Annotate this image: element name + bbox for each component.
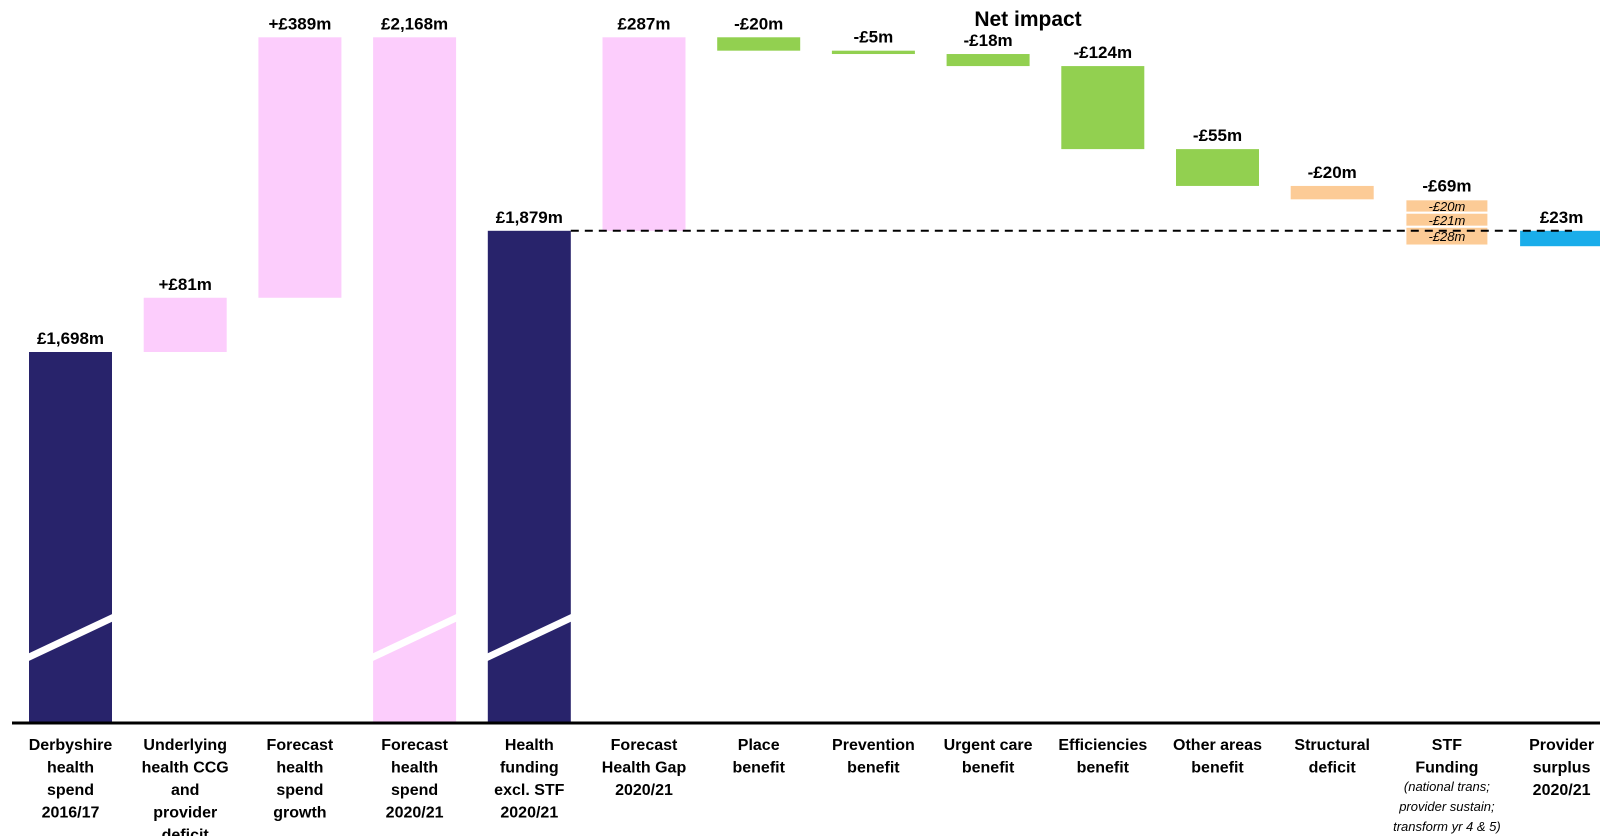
value-label-health-funding-2020: £1,879m xyxy=(496,208,563,227)
value-label-forecast-spend-growth: +£389m xyxy=(268,14,331,33)
bar-underlying-deficit xyxy=(143,297,227,352)
tick-label-urgent-care-benefit: Urgent care xyxy=(944,737,1033,754)
category-labels-layer: Derbyshire health spend 2016/17 Underlying he… xyxy=(29,737,1594,836)
tick-label-derbyshire-health-spend: Derbyshire xyxy=(29,737,113,754)
chart-title: Net impact xyxy=(974,8,1081,31)
tick-label-underlying-deficit: Underlying xyxy=(143,737,227,754)
tick-label-provider-surplus: Provider xyxy=(1529,737,1594,754)
tick-label-underlying-deficit: health CCG xyxy=(142,760,229,777)
axis-break-mark xyxy=(484,613,575,662)
bars-layer xyxy=(29,37,1600,722)
tick-label-forecast-spend-growth: Forecast xyxy=(267,737,334,754)
tick-label-stf-funding: STF xyxy=(1432,737,1462,754)
value-label-prevention-benefit: -£5m xyxy=(854,28,894,47)
tick-label-efficiencies-benefit: Efficiencies xyxy=(1058,737,1147,754)
value-label-derbyshire-health-spend: £1,698m xyxy=(37,329,104,348)
tick-label-forecast-spend-2020: health xyxy=(391,760,438,777)
tick-label-prevention-benefit: Prevention xyxy=(832,737,915,754)
tick-label-structural-deficit: Structural xyxy=(1294,737,1370,754)
tick-label-stf-funding: Funding xyxy=(1415,760,1478,777)
tick-label-derbyshire-health-spend: health xyxy=(47,760,94,777)
segment-label: -£21m xyxy=(1428,213,1465,228)
tick-label-forecast-spend-growth: spend xyxy=(276,782,323,799)
tick-label-health-funding-2020: funding xyxy=(500,760,559,777)
tick-label-other-areas-benefit: Other areas xyxy=(1173,737,1262,754)
value-label-provider-surplus: £23m xyxy=(1540,208,1583,227)
bar-urgent-care-benefit xyxy=(946,54,1030,67)
tick-label-forecast-spend-2020: Forecast xyxy=(381,737,448,754)
value-labels-layer: £1,698m +£81m +£389m £2,168m £1,879m £287m -£2… xyxy=(37,14,1583,348)
tick-note-stf-funding: (national trans; xyxy=(1404,779,1490,794)
tick-label-urgent-care-benefit: benefit xyxy=(962,760,1015,777)
value-label-urgent-care-benefit: -£18m xyxy=(964,31,1013,50)
tick-label-efficiencies-benefit: benefit xyxy=(1077,760,1130,777)
tick-label-structural-deficit: deficit xyxy=(1309,760,1357,777)
tick-label-prevention-benefit: benefit xyxy=(847,760,900,777)
value-label-place-benefit: -£20m xyxy=(734,14,783,33)
tick-label-forecast-spend-2020: spend xyxy=(391,782,438,799)
tick-label-health-funding-2020: Health xyxy=(505,737,554,754)
tick-label-derbyshire-health-spend: 2016/17 xyxy=(42,805,100,822)
value-label-other-areas-benefit: -£55m xyxy=(1193,126,1242,145)
value-label-efficiencies-benefit: -£124m xyxy=(1073,43,1132,62)
bar-derbyshire-health-spend xyxy=(29,352,112,722)
tick-label-other-areas-benefit: benefit xyxy=(1191,760,1244,777)
tick-label-forecast-spend-growth: growth xyxy=(273,805,326,822)
tick-label-provider-surplus: 2020/21 xyxy=(1533,782,1591,799)
bar-provider-surplus xyxy=(1520,230,1600,247)
tick-label-forecast-health-gap: Health Gap xyxy=(602,760,687,777)
bar-forecast-health-gap xyxy=(602,37,686,231)
tick-label-place-benefit: benefit xyxy=(732,760,785,777)
tick-label-place-benefit: Place xyxy=(738,737,780,754)
tick-note-stf-funding: provider sustain; xyxy=(1398,799,1495,814)
segment-label: -£20m xyxy=(1428,199,1465,214)
tick-label-provider-surplus: surplus xyxy=(1533,760,1591,777)
bar-structural-deficit xyxy=(1290,185,1374,200)
value-label-underlying-deficit: +£81m xyxy=(158,275,211,294)
axis-break-mark xyxy=(369,613,460,662)
tick-label-health-funding-2020: 2020/21 xyxy=(500,805,558,822)
value-label-structural-deficit: -£20m xyxy=(1308,163,1357,182)
axis-break-mark xyxy=(25,613,116,662)
tick-label-forecast-health-gap: 2020/21 xyxy=(615,782,673,799)
value-label-forecast-health-gap: £287m xyxy=(618,14,671,33)
tick-note-stf-funding: transform yr 4 & 5) xyxy=(1393,819,1501,834)
bar-place-benefit xyxy=(717,37,801,51)
tick-label-underlying-deficit: provider xyxy=(153,805,217,822)
tick-label-forecast-spend-2020: 2020/21 xyxy=(386,805,444,822)
tick-label-forecast-spend-growth: health xyxy=(276,760,323,777)
tick-label-underlying-deficit: and xyxy=(171,782,199,799)
bar-efficiencies-benefit xyxy=(1061,66,1145,150)
axis-breaks-layer xyxy=(25,613,575,662)
value-label-stf-funding: -£69m xyxy=(1422,176,1471,195)
tick-label-forecast-health-gap: Forecast xyxy=(611,737,678,754)
bar-forecast-spend-growth xyxy=(258,37,342,298)
bar-other-areas-benefit xyxy=(1176,149,1259,186)
value-label-forecast-spend-2020: £2,168m xyxy=(381,14,448,33)
segment-label: -£28m xyxy=(1428,229,1465,244)
bar-prevention-benefit xyxy=(831,50,915,55)
tick-label-derbyshire-health-spend: spend xyxy=(47,782,94,799)
tick-label-health-funding-2020: excl. STF xyxy=(494,782,564,799)
tick-label-underlying-deficit: deficit xyxy=(162,827,210,836)
bar-forecast-spend-2020 xyxy=(373,37,457,722)
